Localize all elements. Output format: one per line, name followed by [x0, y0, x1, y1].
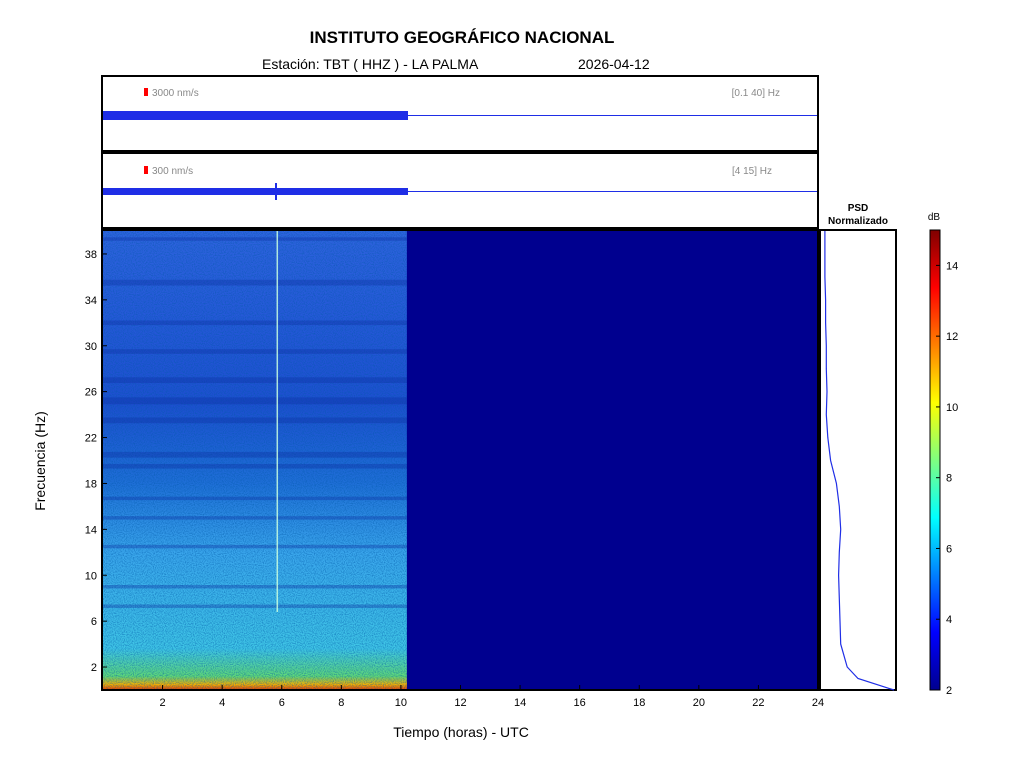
y-tick-label: 14	[85, 524, 97, 536]
spectrogram-band	[103, 451, 407, 458]
psd-frame	[819, 229, 897, 691]
spectrogram-band	[103, 516, 407, 520]
y-tick-label: 6	[91, 616, 97, 628]
scale-label-broadband: 3000 nm/s	[152, 88, 199, 99]
x-tick-label: 18	[633, 697, 645, 709]
colorbar: 2 4 6 8 10 12 14	[929, 229, 958, 697]
spectrogram-bands	[103, 237, 407, 608]
spectrogram-band	[103, 585, 407, 589]
x-tick-label: 24	[812, 697, 824, 709]
spectrogram-band	[103, 604, 407, 608]
x-tick-label: 20	[693, 697, 705, 709]
colorbar-unit: dB	[927, 212, 941, 223]
colorbar-tick-label: 10	[946, 402, 958, 414]
y-tick-label: 2	[91, 662, 97, 674]
scale-marker-broadband	[144, 88, 148, 96]
spectrogram-band	[103, 237, 407, 241]
chart-title: INSTITUTO GEOGRÁFICO NACIONAL	[309, 28, 615, 47]
station-label: Estación: TBT ( HHZ ) - LA PALMA	[262, 56, 479, 72]
y-tick-label: 34	[85, 295, 97, 307]
y-tick-label: 18	[85, 478, 97, 490]
spectrogram-band	[103, 349, 407, 354]
y-tick-label: 26	[85, 387, 97, 399]
psd-title-line1: PSD	[847, 203, 869, 214]
trace-panel-frame	[101, 75, 819, 152]
colorbar-ticks: 2 4 6 8 10 12 14	[936, 260, 958, 697]
x-tick-label: 22	[752, 697, 764, 709]
scale-label-filtered: 300 nm/s	[152, 166, 193, 177]
trace-waveform-filtered	[103, 188, 408, 195]
x-tick-label: 2	[160, 697, 166, 709]
scale-marker-filtered	[144, 166, 148, 174]
colorbar-tick-label: 2	[946, 685, 952, 697]
colorbar-tick-label: 4	[946, 614, 952, 626]
psd-title: PSD Normalizado	[818, 202, 898, 228]
x-tick-label: 10	[395, 697, 407, 709]
colorbar-gradient	[929, 229, 941, 691]
spectrogram-band	[103, 417, 407, 424]
x-tick-label: 4	[219, 697, 225, 709]
trace-waveform-broadband	[103, 111, 408, 120]
colorbar-tick-label: 6	[946, 543, 952, 555]
x-axis-label: Tiempo (horas) - UTC	[393, 724, 529, 740]
spectrogram-band	[103, 463, 407, 469]
trace-panel-filtered: 300 nm/s [4 15] Hz	[101, 152, 819, 229]
spectrogram-band	[103, 377, 407, 384]
x-tick-label: 8	[338, 697, 344, 709]
x-tick-label: 12	[454, 697, 466, 709]
spectrogram-band	[103, 397, 407, 405]
trace-panel-broadband: 3000 nm/s [0.1 40] Hz	[101, 75, 819, 152]
y-tick-label: 10	[85, 570, 97, 582]
y-tick-label: 22	[85, 433, 97, 445]
x-tick-label: 14	[514, 697, 526, 709]
spectrogram-speckle	[103, 231, 408, 690]
x-tick-label: 6	[279, 697, 285, 709]
band-label-broadband: [0.1 40] Hz	[732, 88, 780, 99]
colorbar-tick-label: 14	[946, 260, 958, 272]
spectrogram-band	[103, 279, 407, 286]
spectrogram-band	[103, 320, 407, 326]
spectrogram-band	[103, 496, 407, 501]
psd-curve	[824, 231, 895, 691]
colorbar-tick-label: 8	[946, 473, 952, 485]
colorbar-tick-label: 12	[946, 331, 958, 343]
x-axis: 2 4 6 8 10 12 14 16 18 20 22 24	[160, 685, 824, 709]
psd-panel	[819, 229, 897, 691]
spectrogram	[101, 229, 819, 691]
y-tick-label: 30	[85, 341, 97, 353]
y-tick-label: 38	[85, 249, 97, 261]
spectrogram-empty-region	[406, 231, 818, 690]
psd-title-line2: Normalizado	[827, 216, 888, 227]
x-tick-label: 16	[574, 697, 586, 709]
band-label-filtered: [4 15] Hz	[732, 166, 772, 177]
spectrogram-band	[103, 544, 407, 549]
date-label: 2026-04-12	[578, 56, 650, 72]
